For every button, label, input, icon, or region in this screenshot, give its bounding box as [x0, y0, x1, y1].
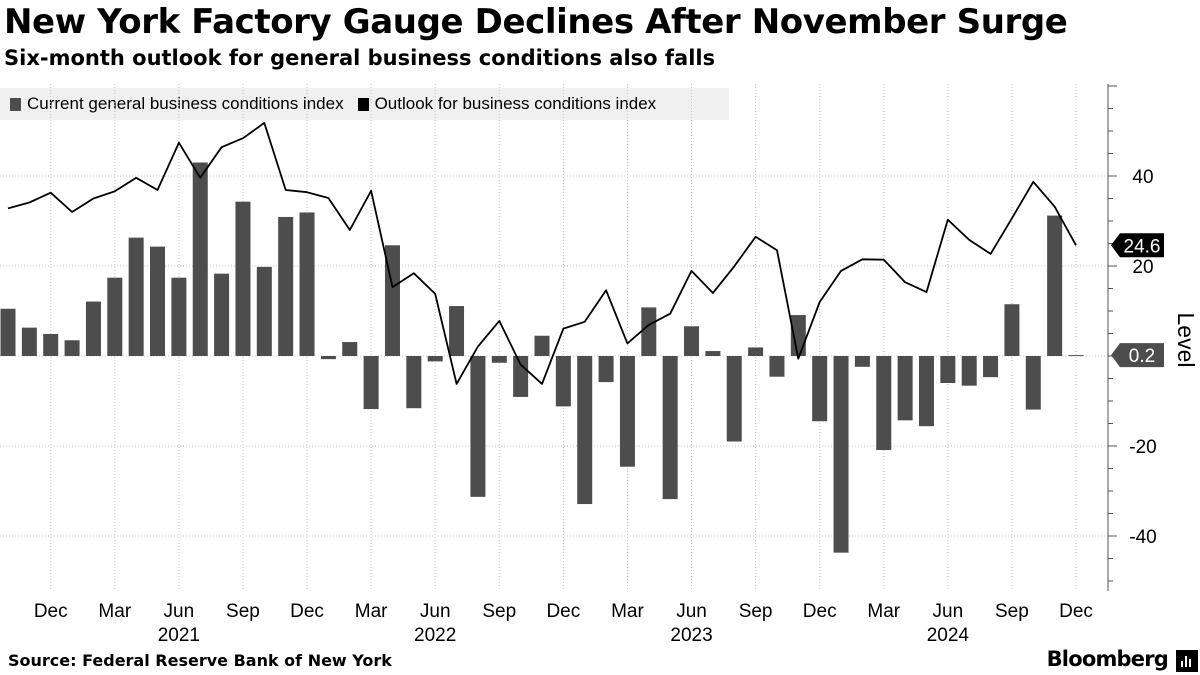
bar-current-2020-11	[21, 327, 37, 356]
x-tick-label: Jun	[420, 601, 451, 622]
y-tick-label: -40	[1129, 527, 1156, 548]
bar-current-2021-12	[299, 212, 315, 356]
x-year-label: 2022	[414, 625, 456, 646]
x-year-label: 2021	[158, 625, 200, 646]
x-tick-label: Dec	[290, 601, 324, 622]
bar-current-2023-12	[812, 356, 828, 422]
y-axis-title: Level	[1173, 313, 1199, 368]
bar-current-2023-10	[769, 356, 785, 377]
bar-current-2021-04	[128, 237, 144, 356]
bar-current-2024-03	[876, 356, 892, 451]
bar-current-2024-10	[1025, 356, 1041, 410]
bar-current-2023-06	[684, 326, 700, 356]
bar-current-2021-01	[64, 340, 80, 356]
x-year-label: 2024	[927, 625, 970, 646]
bar-current-2020-10	[0, 308, 16, 356]
bar-current-2022-06	[427, 356, 443, 362]
x-tick-label: Mar	[867, 601, 900, 622]
bar-current-2023-05	[662, 356, 678, 500]
end-label-outlook-box	[1111, 233, 1164, 258]
bar-current-2021-07	[192, 162, 208, 356]
bar-current-2022-05	[406, 356, 422, 409]
bar-current-2021-05	[150, 246, 166, 356]
bar-current-2024-04	[897, 356, 913, 421]
bar-current-2022-07	[449, 306, 465, 356]
bloomberg-chart-icon	[1176, 650, 1198, 672]
bar-current-2024-08	[983, 356, 999, 378]
bar-current-2023-07	[705, 351, 721, 356]
legend-swatch-bar	[10, 97, 21, 111]
x-tick-label: Mar	[611, 601, 644, 622]
y-tick-label: 20	[1132, 257, 1153, 278]
x-tick-label: Dec	[546, 601, 580, 622]
legend-swatch-line	[357, 97, 369, 111]
x-tick-label: Jun	[933, 601, 964, 622]
bar-current-2023-11	[790, 315, 806, 356]
bar-current-2022-03	[363, 356, 379, 410]
bar-current-2022-12	[555, 356, 571, 407]
bloomberg-logo: Bloomberg	[1046, 647, 1169, 671]
series-line-outlook	[7, 122, 1077, 385]
bar-current-2024-06	[940, 356, 956, 383]
x-tick-label: Jun	[164, 601, 195, 622]
x-tick-label: Mar	[98, 601, 131, 622]
bar-current-2021-08	[214, 273, 230, 356]
bar-current-2021-09	[235, 201, 251, 356]
bar-current-2024-05	[918, 356, 934, 427]
bar-current-2021-06	[171, 277, 187, 356]
bar-current-2024-09	[1004, 304, 1020, 356]
end-label-outlook: 24.6	[1124, 236, 1161, 257]
x-tick-label: Sep	[226, 601, 260, 622]
bar-current-2023-09	[748, 347, 764, 356]
legend-label-outlook: Outlook for business conditions index	[374, 94, 657, 113]
legend-label-current: Current general business conditions inde…	[27, 94, 344, 113]
x-tick-label: Dec	[34, 601, 68, 622]
source-note: Source: Federal Reserve Bank of New York	[8, 651, 392, 670]
y-tick-label: -20	[1129, 437, 1156, 458]
bar-current-2024-07	[961, 356, 977, 386]
bar-current-2020-12	[43, 333, 59, 356]
legend: Current general business conditions inde…	[0, 88, 729, 120]
x-year-label: 2023	[670, 625, 712, 646]
bar-current-2022-11	[534, 335, 550, 356]
bar-current-2021-11	[278, 216, 294, 356]
end-label-current: 0.2	[1129, 346, 1155, 367]
bar-current-2021-02	[85, 301, 101, 356]
chart-subtitle: Six-month outlook for general business c…	[4, 46, 716, 70]
bar-current-2022-01	[320, 356, 336, 360]
bar-current-2023-04	[641, 307, 657, 356]
legend-item-outlook: Outlook for business conditions index	[357, 94, 657, 114]
chart-title: New York Factory Gauge Declines After No…	[4, 2, 1068, 42]
legend-item-current: Current general business conditions inde…	[10, 94, 344, 114]
y-tick-label: 40	[1132, 167, 1153, 188]
bar-current-2022-10	[513, 356, 529, 397]
bar-current-2024-01	[833, 356, 849, 553]
end-label-current-box	[1111, 343, 1164, 368]
bar-current-2024-12	[1068, 355, 1084, 357]
x-tick-label: Dec	[803, 601, 837, 622]
bar-current-2022-08	[470, 356, 486, 497]
bar-current-2021-03	[107, 277, 123, 356]
bar-current-2023-01	[577, 356, 593, 505]
x-tick-label: Sep	[482, 601, 516, 622]
x-tick-label: Dec	[1059, 601, 1093, 622]
bar-current-2023-02	[598, 356, 614, 383]
bar-current-2024-11	[1047, 215, 1063, 356]
x-tick-label: Jun	[676, 601, 707, 622]
bar-current-2023-08	[726, 356, 742, 442]
x-tick-label: Sep	[995, 601, 1029, 622]
bar-current-2021-10	[256, 266, 272, 356]
x-tick-label: Mar	[355, 601, 388, 622]
bar-current-2023-03	[619, 356, 635, 467]
bar-current-2024-02	[854, 356, 870, 367]
bar-current-2022-02	[342, 342, 358, 356]
bar-current-2022-09	[491, 356, 507, 363]
x-tick-label: Sep	[739, 601, 773, 622]
